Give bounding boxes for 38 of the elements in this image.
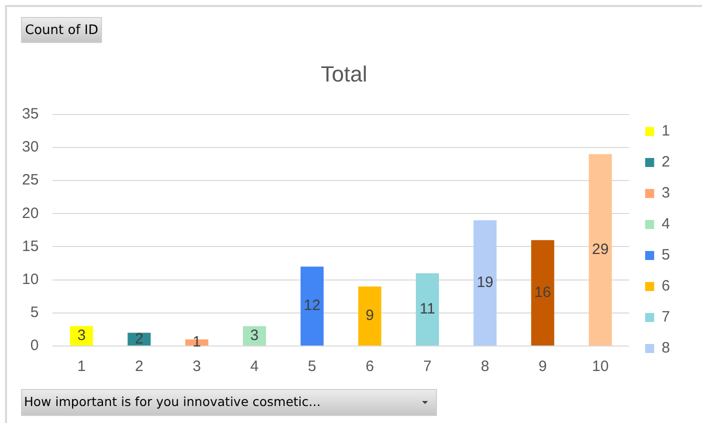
x-tick-label: 5 [308,358,316,376]
x-tick-label: 1 [77,358,86,376]
data-label: 2 [134,330,144,348]
text: Count of ID [25,23,98,38]
y-tick-label: 35 [22,106,39,123]
x-tick-label: 2 [134,358,144,376]
legend-label: 5 [662,246,670,264]
y-tick-label: 15 [22,238,39,255]
data-label: 9 [366,307,374,324]
x-tick-label: 9 [538,358,547,376]
y-tick-label: 30 [22,138,39,156]
legend-label: 2 [662,154,670,171]
x-tick-label: 3 [192,358,201,376]
legend-label: 6 [662,278,670,295]
y-tick-label: 20 [22,204,39,222]
x-tick-label: 8 [480,358,490,376]
legend-label: 4 [662,216,670,233]
data-label: 3 [77,326,86,344]
data-label: 16 [534,284,552,301]
x-tick-label: 6 [366,358,374,376]
legend-label: 7 [662,308,670,326]
x-axis-title: How important is for you innovative cosmetic... [24,394,321,409]
y-tick-label: 10 [22,270,39,288]
y-tick-label: 0 [30,337,39,354]
legend-label: 1 [662,122,670,140]
x-tick-label: 7 [423,358,432,376]
y-tick-label: 5 [30,304,39,322]
x-tick-label: 10 [592,358,609,376]
data-label: 3 [250,326,259,344]
y-tick-label: 25 [22,172,39,189]
data-label: 11 [420,300,436,318]
legend-label: 3 [662,184,670,202]
legend-label: 8 [662,340,670,357]
data-label: 29 [592,240,609,258]
x-tick-label: 4 [250,358,259,376]
data-label: 12 [304,297,320,314]
data-label: 19 [476,274,494,292]
chart-title: Total [320,61,368,86]
